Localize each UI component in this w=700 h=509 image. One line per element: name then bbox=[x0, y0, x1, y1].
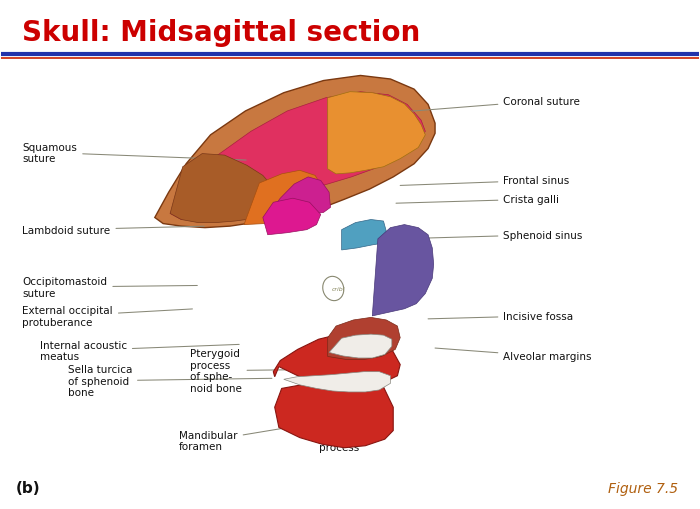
Text: Squamous
suture: Squamous suture bbox=[22, 143, 246, 164]
Text: Incisive fossa: Incisive fossa bbox=[428, 312, 573, 321]
Text: Lambdoid suture: Lambdoid suture bbox=[22, 225, 204, 235]
Polygon shape bbox=[155, 76, 435, 228]
Polygon shape bbox=[170, 93, 426, 220]
Text: (b): (b) bbox=[15, 480, 40, 495]
Polygon shape bbox=[284, 372, 391, 392]
Text: Alveolar margins: Alveolar margins bbox=[435, 348, 592, 362]
Polygon shape bbox=[262, 199, 321, 235]
Text: Coronal suture: Coronal suture bbox=[391, 97, 580, 114]
Text: Palatine
process: Palatine process bbox=[318, 426, 360, 453]
Polygon shape bbox=[270, 178, 330, 225]
Polygon shape bbox=[328, 93, 426, 175]
Text: Frontal sinus: Frontal sinus bbox=[400, 176, 570, 186]
Text: Skull: Midsagittal section: Skull: Midsagittal section bbox=[22, 19, 421, 47]
Text: Crista galli: Crista galli bbox=[396, 195, 559, 205]
Text: Pterygoid
process
of sphe-
noid bone: Pterygoid process of sphe- noid bone bbox=[190, 349, 300, 393]
Polygon shape bbox=[170, 154, 279, 223]
Polygon shape bbox=[273, 334, 400, 389]
Polygon shape bbox=[244, 171, 323, 225]
Text: Occipitomastoid
suture: Occipitomastoid suture bbox=[22, 276, 197, 298]
Text: Sella turcica
of sphenoid
bone: Sella turcica of sphenoid bone bbox=[68, 364, 272, 398]
Text: Sphenoid sinus: Sphenoid sinus bbox=[403, 230, 583, 240]
Polygon shape bbox=[328, 318, 400, 360]
Polygon shape bbox=[329, 334, 392, 358]
Text: External occipital
protuberance: External occipital protuberance bbox=[22, 305, 193, 327]
Text: cribi: cribi bbox=[332, 287, 346, 292]
Polygon shape bbox=[274, 379, 393, 448]
Polygon shape bbox=[342, 220, 386, 250]
Ellipse shape bbox=[323, 277, 344, 301]
Text: Mandibular
foramen: Mandibular foramen bbox=[179, 423, 316, 451]
Polygon shape bbox=[372, 225, 434, 316]
Text: Internal acoustic
meatus: Internal acoustic meatus bbox=[40, 340, 239, 361]
Text: Figure 7.5: Figure 7.5 bbox=[608, 481, 678, 495]
